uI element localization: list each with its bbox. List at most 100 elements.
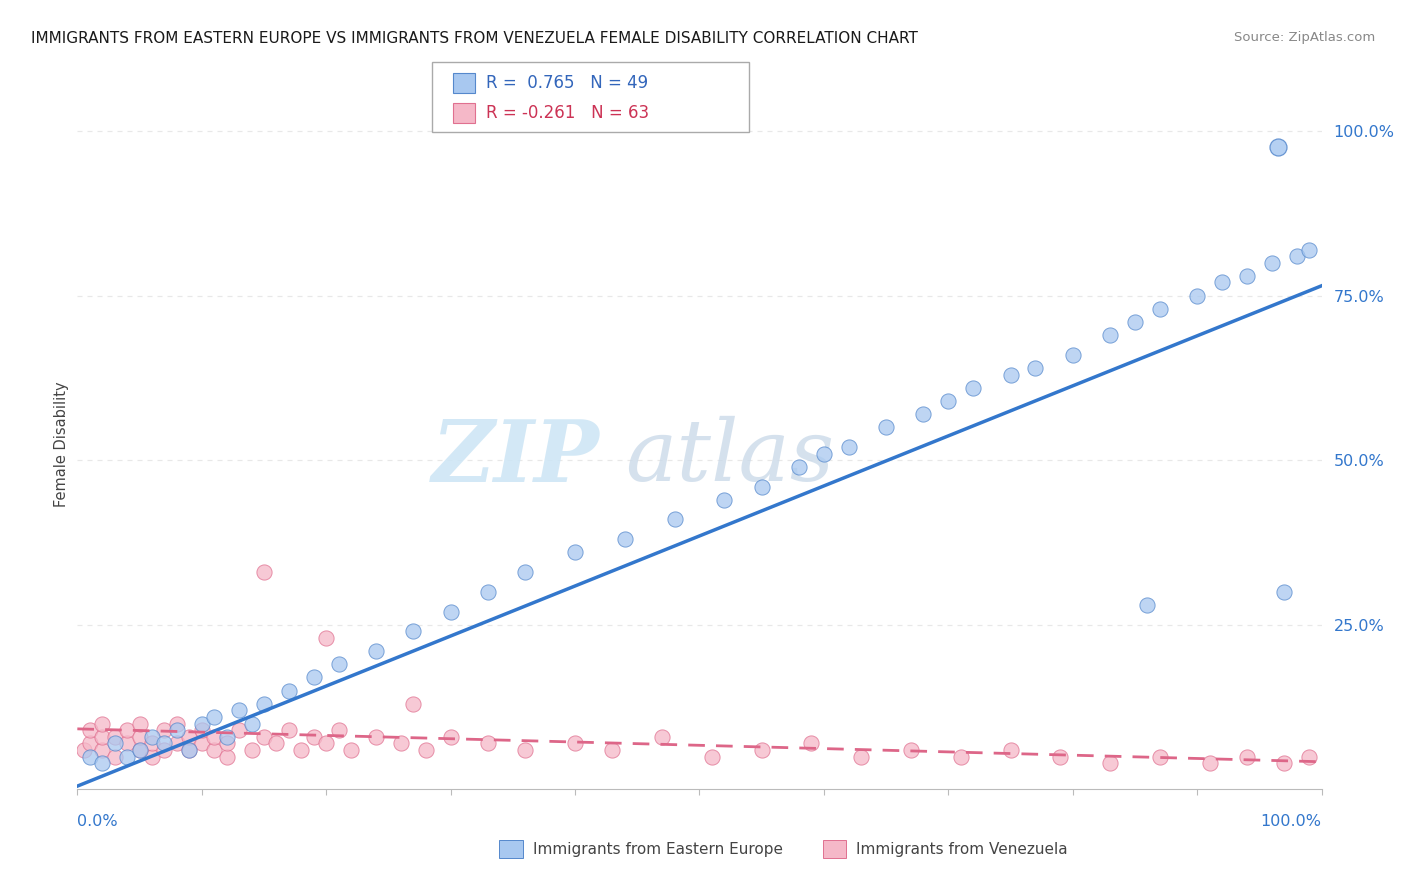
Point bbox=[1236, 749, 1258, 764]
Point bbox=[938, 394, 960, 409]
Point bbox=[115, 736, 138, 750]
Point bbox=[1267, 140, 1289, 154]
Point bbox=[79, 736, 101, 750]
Point bbox=[191, 736, 214, 750]
Point bbox=[440, 605, 463, 619]
Text: R =  0.765   N = 49: R = 0.765 N = 49 bbox=[486, 74, 648, 92]
Point bbox=[128, 716, 150, 731]
Point bbox=[202, 743, 225, 757]
Point bbox=[104, 749, 127, 764]
Point bbox=[1123, 315, 1146, 329]
Point bbox=[91, 756, 114, 770]
Text: 100.0%: 100.0% bbox=[1261, 814, 1322, 829]
Point bbox=[79, 723, 101, 738]
Text: atlas: atlas bbox=[624, 417, 834, 499]
Point bbox=[302, 730, 325, 744]
Point bbox=[153, 736, 176, 750]
Point bbox=[72, 743, 94, 757]
Point bbox=[315, 736, 337, 750]
Text: Immigrants from Eastern Europe: Immigrants from Eastern Europe bbox=[533, 842, 783, 856]
Point bbox=[751, 743, 773, 757]
Point bbox=[613, 533, 636, 547]
Point bbox=[515, 565, 537, 579]
Point bbox=[240, 743, 263, 757]
Point bbox=[1211, 276, 1233, 290]
Point bbox=[389, 736, 412, 750]
Point bbox=[402, 624, 425, 639]
Point bbox=[166, 736, 188, 750]
Point bbox=[1285, 249, 1308, 263]
Point bbox=[364, 644, 387, 658]
Point bbox=[128, 730, 150, 744]
Point bbox=[290, 743, 312, 757]
Point bbox=[402, 697, 425, 711]
Point bbox=[128, 743, 150, 757]
Point bbox=[253, 565, 276, 579]
Point bbox=[1000, 368, 1022, 382]
Point bbox=[1272, 756, 1295, 770]
Point bbox=[564, 545, 586, 559]
Point bbox=[141, 749, 163, 764]
Text: ZIP: ZIP bbox=[432, 416, 600, 500]
Point bbox=[477, 585, 499, 599]
Point bbox=[912, 407, 935, 421]
Point bbox=[104, 730, 127, 744]
Point bbox=[851, 749, 873, 764]
Point bbox=[875, 420, 897, 434]
Point bbox=[202, 730, 225, 744]
Point bbox=[166, 723, 188, 738]
Point bbox=[1236, 268, 1258, 283]
Point bbox=[949, 749, 972, 764]
Text: IMMIGRANTS FROM EASTERN EUROPE VS IMMIGRANTS FROM VENEZUELA FEMALE DISABILITY CO: IMMIGRANTS FROM EASTERN EUROPE VS IMMIGR… bbox=[31, 31, 918, 46]
Point bbox=[1187, 288, 1209, 302]
Point bbox=[1298, 749, 1320, 764]
Point bbox=[215, 730, 238, 744]
Point bbox=[266, 736, 288, 750]
Point bbox=[115, 749, 138, 764]
Point bbox=[1024, 361, 1046, 376]
Point bbox=[191, 716, 214, 731]
Point bbox=[340, 743, 363, 757]
Point bbox=[202, 710, 225, 724]
Point bbox=[1062, 348, 1084, 362]
Point bbox=[302, 671, 325, 685]
Point bbox=[104, 736, 127, 750]
Point bbox=[128, 743, 150, 757]
Point bbox=[1272, 585, 1295, 599]
Point bbox=[179, 730, 201, 744]
Point bbox=[700, 749, 723, 764]
Point bbox=[651, 730, 673, 744]
Point bbox=[440, 730, 463, 744]
Point bbox=[1149, 301, 1171, 316]
Point bbox=[79, 749, 101, 764]
Point bbox=[166, 716, 188, 731]
Point bbox=[1136, 598, 1159, 612]
Point bbox=[900, 743, 922, 757]
Point bbox=[191, 723, 214, 738]
Point bbox=[1261, 256, 1284, 270]
Text: R = -0.261   N = 63: R = -0.261 N = 63 bbox=[486, 104, 650, 122]
Point bbox=[1049, 749, 1071, 764]
Point bbox=[91, 716, 114, 731]
Point bbox=[1149, 749, 1171, 764]
Point bbox=[328, 657, 350, 672]
Y-axis label: Female Disability: Female Disability bbox=[53, 381, 69, 507]
Point bbox=[91, 730, 114, 744]
Point bbox=[277, 683, 299, 698]
Point bbox=[813, 447, 835, 461]
Point bbox=[1298, 243, 1320, 257]
Point bbox=[477, 736, 499, 750]
Point bbox=[962, 381, 984, 395]
Point bbox=[253, 730, 276, 744]
Point bbox=[141, 736, 163, 750]
Point bbox=[751, 479, 773, 493]
Point bbox=[179, 743, 201, 757]
Point bbox=[315, 631, 337, 645]
Point bbox=[141, 730, 163, 744]
Point bbox=[1099, 328, 1122, 343]
Point bbox=[153, 743, 176, 757]
Point bbox=[153, 723, 176, 738]
Point bbox=[602, 743, 624, 757]
Point bbox=[228, 723, 250, 738]
Point bbox=[215, 749, 238, 764]
